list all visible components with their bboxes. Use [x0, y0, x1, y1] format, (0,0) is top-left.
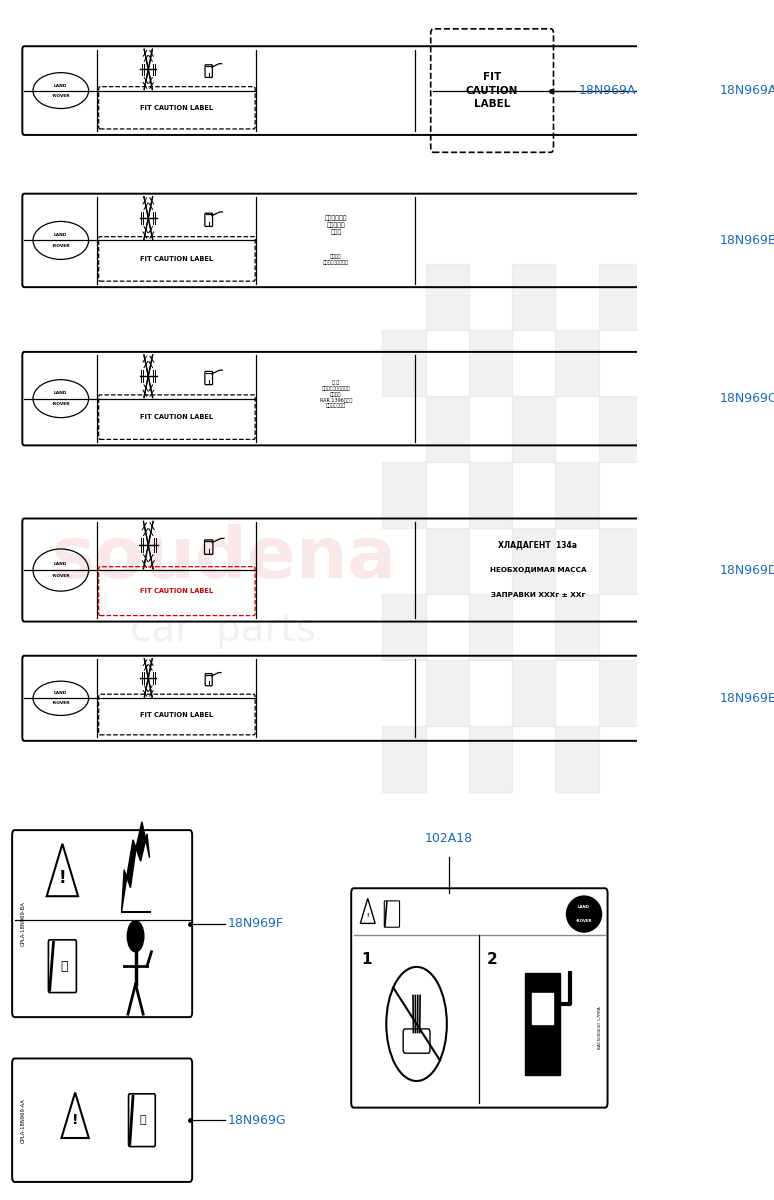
Text: 18N969D: 18N969D [720, 564, 774, 576]
Bar [525, 973, 560, 1075]
Text: 18N969A: 18N969A [578, 84, 635, 97]
Bar [426, 528, 469, 594]
Text: -ROVER: -ROVER [52, 94, 70, 97]
Bar [598, 528, 642, 594]
Bar [382, 726, 426, 792]
Text: -ROVER: -ROVER [576, 919, 592, 923]
Text: 🔧: 🔧 [60, 960, 68, 973]
Bar [426, 660, 469, 726]
Text: !: ! [59, 869, 67, 887]
Bar [598, 264, 642, 330]
Text: -ROVER: -ROVER [52, 244, 70, 247]
Text: 18N969C: 18N969C [720, 392, 774, 406]
Text: FIT CAUTION LABEL: FIT CAUTION LABEL [140, 414, 214, 420]
Text: LAND: LAND [54, 691, 67, 696]
Text: 18N969E: 18N969E [720, 691, 774, 704]
Circle shape [127, 920, 144, 952]
Text: -ROVER: -ROVER [52, 402, 70, 406]
Text: BAC5000630  L7MTA: BAC5000630 L7MTA [598, 1006, 602, 1049]
Text: CPLA-18N969-AA: CPLA-18N969-AA [20, 1098, 26, 1142]
Text: 🔧: 🔧 [140, 1115, 146, 1126]
Bar [556, 462, 598, 528]
Bar [532, 994, 553, 1024]
Text: LAND: LAND [54, 391, 67, 395]
Bar [426, 396, 469, 462]
Bar [469, 330, 512, 396]
Text: CPLA-18N969-BA: CPLA-18N969-BA [20, 901, 26, 946]
Text: LAND: LAND [54, 562, 67, 566]
Bar [382, 594, 426, 660]
Bar [382, 330, 426, 396]
Bar [469, 462, 512, 528]
Bar [598, 396, 642, 462]
Text: soudena: soudena [51, 523, 396, 593]
Text: 102A18: 102A18 [425, 832, 473, 845]
Text: 18N969G: 18N969G [228, 1114, 286, 1127]
Bar [512, 264, 556, 330]
Bar [598, 660, 642, 726]
Polygon shape [122, 822, 149, 912]
Text: ХЛАДАГЕНТ  134а: ХЛАДАГЕНТ 134а [498, 541, 577, 550]
Bar [469, 594, 512, 660]
Text: FIT CAUTION LABEL: FIT CAUTION LABEL [140, 256, 214, 262]
Text: 18N969F: 18N969F [228, 917, 284, 930]
Text: 警 告
当制冷剂释放至大气在
地方法令
RAR 1396限制了
应遵守上面条件: 警 告 当制冷剂释放至大气在 地方法令 RAR 1396限制了 应遵守上面条件 [320, 380, 352, 408]
Bar [512, 528, 556, 594]
Text: 1: 1 [361, 952, 372, 967]
Bar [512, 660, 556, 726]
Bar [426, 264, 469, 330]
Text: FIT CAUTION LABEL: FIT CAUTION LABEL [140, 104, 214, 110]
Text: !: ! [72, 1114, 78, 1127]
Text: 冷媒大気放出
禁止・冷媒
要回収: 冷媒大気放出 禁止・冷媒 要回収 [324, 215, 348, 235]
Bar [469, 726, 512, 792]
Text: LAND: LAND [578, 905, 590, 908]
Ellipse shape [567, 896, 601, 932]
Text: LAND: LAND [54, 84, 67, 88]
Text: 18N969B: 18N969B [720, 234, 774, 247]
Text: 2: 2 [487, 952, 498, 967]
Text: ランドロ
ーバー・ジャパン㈱: ランドロ ーバー・ジャパン㈱ [323, 254, 349, 265]
Text: -ROVER: -ROVER [52, 701, 70, 706]
Text: НЕОБХОДИМАЯ МАССА: НЕОБХОДИМАЯ МАССА [490, 566, 586, 574]
Bar [556, 726, 598, 792]
Text: LAND: LAND [54, 233, 67, 238]
Text: FIT CAUTION LABEL: FIT CAUTION LABEL [140, 588, 214, 594]
Text: 18N969A: 18N969A [720, 84, 774, 97]
Bar [512, 396, 556, 462]
Text: !: ! [367, 913, 369, 918]
Text: FIT CAUTION LABEL: FIT CAUTION LABEL [140, 712, 214, 718]
Bar [556, 330, 598, 396]
Text: ЗАПРАВКИ ХХХг ± ХХг: ЗАПРАВКИ ХХХг ± ХХг [491, 592, 585, 598]
Bar [382, 462, 426, 528]
Text: car  parts: car parts [130, 611, 317, 649]
Text: -ROVER: -ROVER [52, 574, 70, 578]
Text: FIT
CAUTION
LABEL: FIT CAUTION LABEL [466, 72, 519, 109]
Bar [556, 594, 598, 660]
